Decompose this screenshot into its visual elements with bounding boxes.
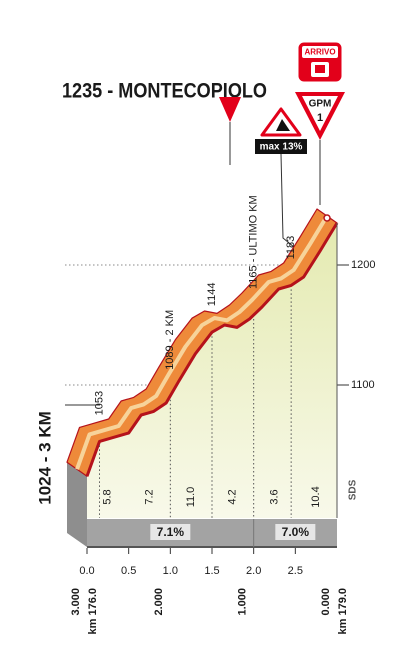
max-gradient-label: max 13% — [260, 142, 303, 153]
marker-label: 1183 — [285, 236, 297, 260]
max-gradient-icon: max 13% — [255, 107, 307, 257]
finish-icon: ARRIVO — [297, 41, 343, 83]
y-tick-label: 1200 — [351, 259, 375, 271]
marker-label: 1165 - ULTIMO KM — [248, 195, 260, 289]
profile-line — [85, 222, 339, 477]
finish-dot — [323, 214, 331, 222]
average-label-bg — [275, 524, 316, 540]
marker-label: 1053 — [93, 391, 105, 415]
max-gradient-mountain — [276, 119, 290, 131]
y-tick-label: 1100 — [351, 379, 375, 391]
finish-icon-label-bg — [302, 46, 338, 58]
marker-label: 1089 - 2 KM — [164, 310, 176, 370]
profile-face — [87, 223, 337, 518]
x-tick-label: 1.0 — [163, 565, 178, 577]
countdown-label: 1.000 — [237, 588, 249, 616]
gradient-label: 11.0 — [185, 487, 197, 508]
gradient-label: 5.8 — [102, 489, 114, 504]
profile-ribbon-highlight — [75, 214, 329, 470]
gradient-label: 3.6 — [268, 489, 280, 504]
km-label: km 176.0 — [87, 588, 99, 634]
start-label: 1024 - 3 KM — [35, 411, 54, 505]
x-tick-label: 2.5 — [288, 565, 303, 577]
x-tick-label: 2.0 — [246, 565, 261, 577]
marker-label: 1144 — [206, 283, 218, 307]
gradient-label: 7.2 — [143, 489, 155, 504]
gpm-icon: GPM 1 — [295, 92, 345, 205]
gpm-triangle-inner — [302, 96, 338, 131]
chart-title: 1235 - MONTECOPIOLO — [62, 80, 267, 103]
gpm-label: GPM — [309, 99, 332, 110]
x-tick-label: 1.5 — [204, 565, 219, 577]
countdown-label: 2.000 — [153, 588, 165, 616]
finish-label: ARRIVO — [304, 48, 335, 57]
gpm-rank: 1 — [317, 112, 323, 124]
base-block — [67, 462, 87, 547]
gradient-label: 10.4 — [310, 486, 322, 507]
km-label: km 179.0 — [337, 588, 349, 634]
source-label: SDS — [348, 479, 359, 500]
x-tick-label: 0.5 — [121, 565, 136, 577]
finish-icon-symbol-inner — [315, 65, 325, 73]
countdown-label: 0.000 — [320, 588, 332, 616]
countdown-label: 3.000 — [70, 588, 82, 616]
last-km-triangle — [219, 97, 241, 122]
x-tick-label: 0.0 — [79, 565, 94, 577]
average-label: 7.0% — [282, 525, 310, 539]
gradient-label: 4.2 — [227, 489, 239, 504]
max-gradient-box — [255, 139, 307, 154]
average-label: 7.1% — [157, 525, 185, 539]
average-label-bg — [150, 524, 191, 540]
